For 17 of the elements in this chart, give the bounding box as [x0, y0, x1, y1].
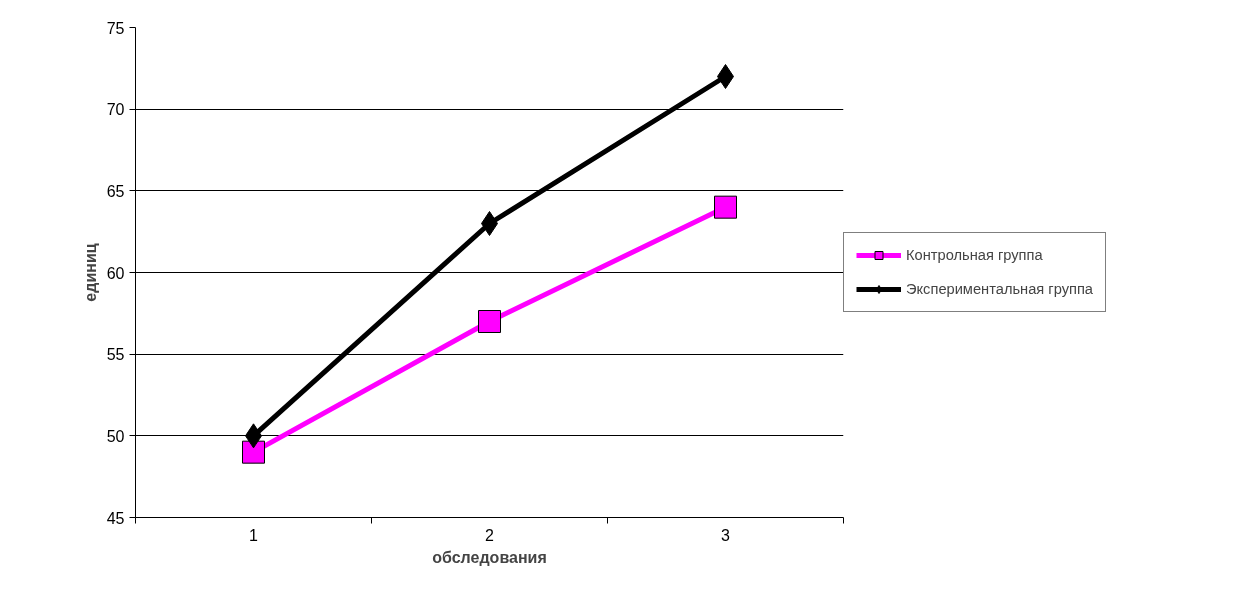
x-axis-title: обследования: [432, 548, 547, 566]
y-tick-label: 55: [106, 346, 125, 364]
point: [242, 440, 265, 464]
y-tick-label: 65: [106, 182, 125, 200]
y-tick-label: 75: [106, 19, 125, 37]
x-tick-label: 1: [249, 526, 259, 544]
legend-label: Контрольная группа: [906, 247, 1043, 263]
point: [714, 195, 737, 219]
y-axis-title: единиц: [81, 243, 99, 302]
y-tick-label: 60: [106, 264, 125, 282]
y-tick-label: 45: [106, 509, 125, 527]
point: [478, 310, 501, 333]
x-tick-label: 3: [721, 526, 731, 544]
y-tick-label: 50: [106, 427, 125, 445]
y-tick-label: 70: [106, 101, 125, 119]
x-tick-label: 2: [485, 526, 495, 544]
legend-label: Экспериментальная группа: [906, 281, 1094, 297]
